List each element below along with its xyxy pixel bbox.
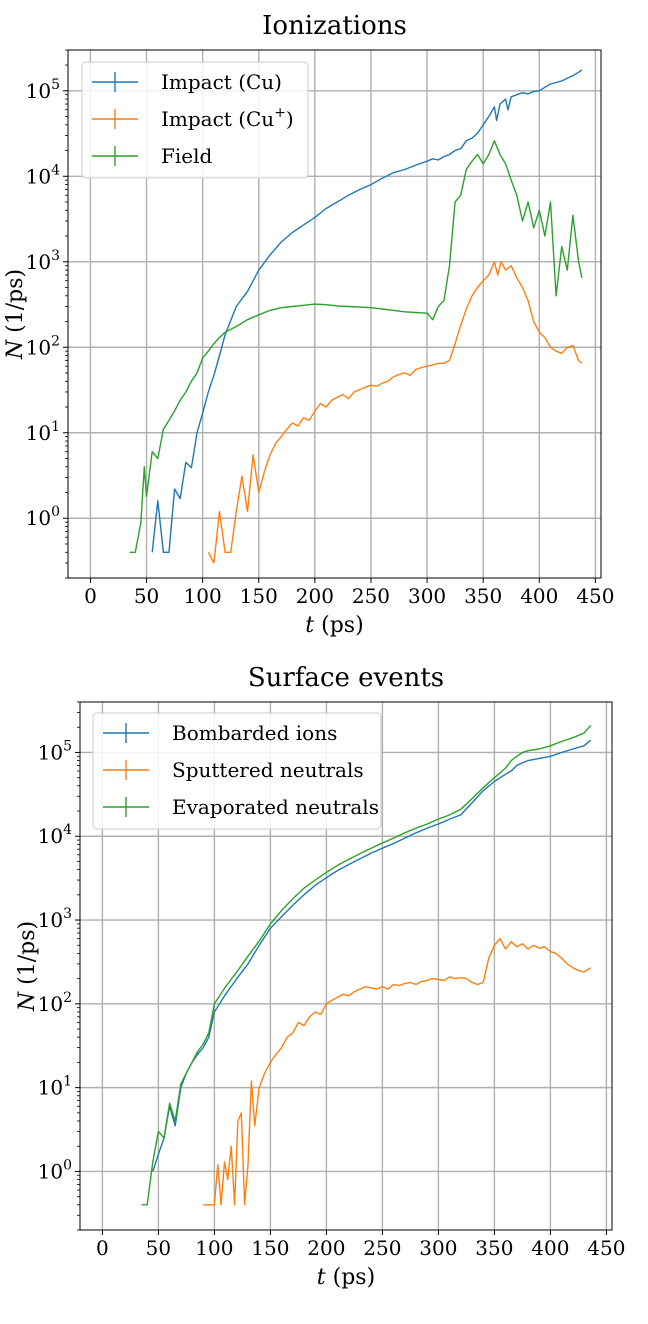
y-tick-label: 102 (38, 990, 72, 1016)
surface-events-chart: Surface events 0 50 100 150 200 250 300 350 400 45… (15, 663, 625, 1290)
y-axis-label: N (1/ps) (3, 269, 28, 360)
legend-label: Impact (Cu) (161, 70, 282, 94)
legend-label: Field (161, 144, 213, 168)
x-tick-label: 450 (587, 1236, 625, 1260)
x-tick-label: 350 (475, 1236, 513, 1260)
series-line-field (129, 140, 583, 553)
chart-title: Surface events (248, 663, 444, 693)
y-tick-label: 101 (38, 1074, 72, 1100)
y-tick-label: 100 (38, 1157, 72, 1183)
x-tick-label: 250 (363, 1236, 401, 1260)
ionizations-chart: Ionizations 0 50 100 150 200 250 300 350 400 450 10… (3, 11, 614, 638)
x-tick-label: 150 (240, 584, 278, 608)
y-tick-label: 100 (26, 504, 60, 530)
legend-box (81, 61, 309, 179)
legend-label: Impact (Cu+) (161, 105, 294, 131)
x-tick-label: 50 (146, 1236, 171, 1260)
x-tick-label: 50 (134, 584, 159, 608)
x-axis-label: t (ps) (317, 1265, 375, 1290)
x-tick-label: 250 (352, 584, 390, 608)
y-tick-label: 103 (38, 906, 72, 932)
x-tick-label: 100 (184, 584, 222, 608)
legend-box (92, 712, 382, 830)
series-line-impact-cu- (207, 261, 583, 564)
series-group (129, 69, 583, 564)
legend-label: Bombarded ions (172, 721, 337, 745)
series-group (141, 724, 592, 1206)
legend-label: Evaporated neutrals (172, 795, 379, 819)
series-line-impact-cu- (151, 69, 583, 553)
x-tick-label: 350 (464, 584, 502, 608)
y-tick-label: 103 (26, 248, 60, 274)
y-axis-label: N (1/ps) (15, 921, 40, 1012)
x-axis-label: t (ps) (305, 613, 363, 638)
x-tick-label: 450 (576, 584, 614, 608)
y-tick-label: 102 (26, 333, 60, 359)
series-line-bombarded-ions (152, 739, 592, 1172)
y-tick-label: 105 (26, 77, 60, 103)
x-tick-label: 200 (296, 584, 334, 608)
x-tick-label: 100 (195, 1236, 233, 1260)
chart-title: Ionizations (262, 11, 407, 41)
y-tick-label: 104 (38, 822, 72, 848)
x-tick-label: 200 (307, 1236, 345, 1260)
x-tick-label: 300 (419, 1236, 457, 1260)
legend: Bombarded ions Sputtered neutrals Evaporat… (92, 712, 382, 830)
x-tick-label: 150 (251, 1236, 289, 1260)
x-tick-label: 0 (96, 1236, 109, 1260)
legend: Impact (Cu) Impact (Cu+) Field (81, 61, 309, 179)
series-line-sputtered-neutrals (203, 937, 592, 1206)
gridlines (68, 50, 601, 578)
y-tick-label: 104 (26, 162, 60, 188)
x-tick-label: 300 (408, 584, 446, 608)
axes-frame (79, 701, 613, 1231)
legend-label: Sputtered neutrals (172, 758, 364, 782)
series-line-evaporated-neutrals (141, 724, 592, 1206)
x-tick-label: 400 (531, 1236, 569, 1260)
y-tick-label: 101 (26, 419, 60, 445)
x-tick-label: 0 (84, 584, 97, 608)
y-tick-label: 105 (38, 738, 72, 764)
axes-frame (67, 49, 602, 579)
x-tick-label: 400 (520, 584, 558, 608)
